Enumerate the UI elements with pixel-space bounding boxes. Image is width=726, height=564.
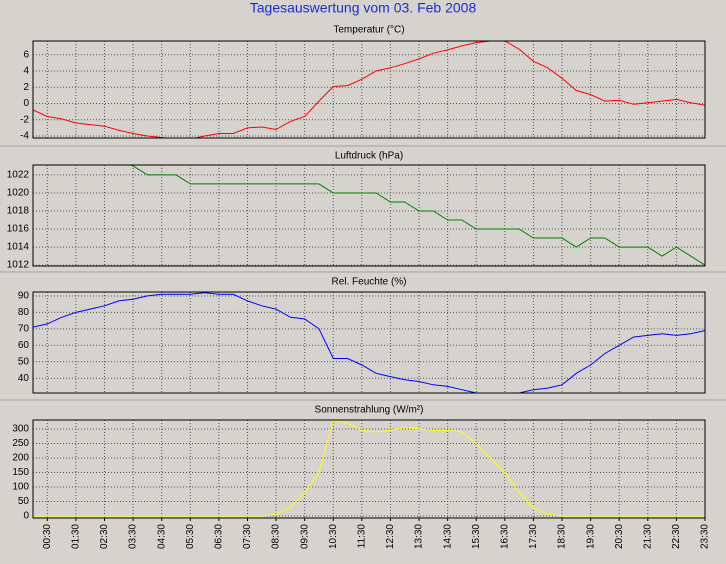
plot-area — [33, 41, 705, 138]
x-tick-label: 03:30 — [128, 524, 139, 549]
x-tick-label: 12:30 — [385, 524, 396, 549]
x-tick-label: 07:30 — [242, 524, 253, 549]
plot-area — [33, 292, 705, 393]
panel-title: Rel. Feuchte (%) — [331, 277, 406, 288]
x-tick-label: 15:30 — [471, 524, 482, 549]
y-tick-label: 100 — [12, 482, 29, 493]
page-title: Tagesauswertung vom 03. Feb 2008 — [250, 0, 477, 16]
data-line — [33, 292, 705, 393]
y-tick-label: -2 — [20, 114, 29, 125]
x-tick-label: 18:30 — [557, 524, 568, 549]
x-tick-label: 23:30 — [700, 524, 711, 549]
y-tick-label: 60 — [18, 340, 30, 351]
plot-area — [33, 420, 705, 518]
plot-frame — [32, 291, 706, 394]
y-tick-label: 1014 — [7, 242, 30, 253]
y-tick-label: 1012 — [7, 260, 30, 271]
x-tick-label: 01:30 — [71, 524, 82, 549]
y-tick-label: 90 — [18, 291, 30, 302]
x-tick-label: 14:30 — [442, 524, 453, 549]
y-tick-label: 250 — [12, 438, 29, 449]
x-tick-label: 22:30 — [671, 524, 682, 549]
x-tick-label: 13:30 — [414, 524, 425, 549]
x-tick-label: 04:30 — [156, 524, 167, 549]
y-tick-label: 1022 — [7, 170, 30, 181]
panel-title: Temperatur (°C) — [333, 25, 404, 36]
panel-title: Luftdruck (hPa) — [335, 151, 403, 162]
x-tick-label: 02:30 — [99, 524, 110, 549]
data-line — [33, 41, 705, 138]
x-tick-label: 19:30 — [585, 524, 596, 549]
x-tick-label: 10:30 — [328, 524, 339, 549]
x-tick-label: 20:30 — [614, 524, 625, 549]
y-tick-label: 70 — [18, 323, 30, 334]
plot-area — [33, 165, 705, 266]
y-tick-label: 50 — [18, 496, 30, 507]
y-tick-label: 4 — [23, 66, 29, 77]
y-tick-label: 200 — [12, 453, 29, 464]
y-tick-label: 50 — [18, 356, 30, 367]
y-tick-label: -4 — [20, 131, 29, 142]
y-tick-label: 1018 — [7, 206, 30, 217]
y-tick-label: 2 — [23, 82, 29, 93]
x-tick-label: 08:30 — [271, 524, 282, 549]
plot-frame — [32, 40, 706, 139]
y-tick-label: 40 — [18, 373, 30, 384]
y-tick-label: 300 — [12, 424, 29, 435]
x-tick-label: 00:30 — [42, 524, 53, 549]
x-tick-label: 06:30 — [214, 524, 225, 549]
y-tick-label: 0 — [23, 511, 29, 522]
plot-frame — [32, 419, 706, 519]
y-tick-label: 6 — [23, 49, 29, 60]
x-tick-label: 21:30 — [642, 524, 653, 549]
y-tick-label: 1020 — [7, 188, 30, 199]
panel-title: Sonnenstrahlung (W/m²) — [315, 405, 424, 416]
x-tick-label: 09:30 — [299, 524, 310, 549]
x-tick-label: 05:30 — [185, 524, 196, 549]
data-line — [33, 420, 705, 517]
x-tick-label: 17:30 — [528, 524, 539, 549]
y-tick-label: 80 — [18, 307, 30, 318]
data-line — [128, 165, 705, 266]
x-tick-label: 11:30 — [356, 524, 367, 549]
x-tick-label: 16:30 — [499, 524, 510, 549]
plot-frame — [32, 164, 706, 267]
y-tick-label: 150 — [12, 467, 29, 478]
y-tick-label: 0 — [23, 98, 29, 109]
y-tick-label: 1016 — [7, 224, 30, 235]
